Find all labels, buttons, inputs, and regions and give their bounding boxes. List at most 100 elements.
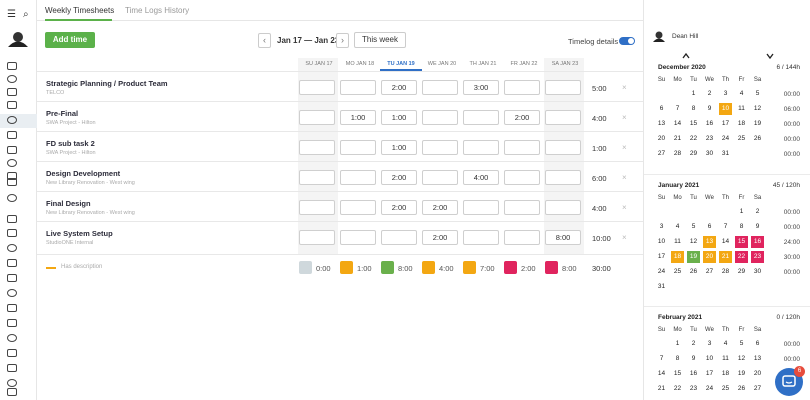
time-entry-input[interactable]	[299, 140, 335, 155]
time-entry-input[interactable]: 2:00	[381, 200, 417, 215]
calendar-day[interactable]: 18	[721, 370, 730, 377]
task-title[interactable]: Strategic Planning / Product Team	[46, 79, 168, 88]
calendar-day[interactable]: 9	[691, 355, 696, 362]
calendar-day[interactable]: 23	[689, 385, 698, 392]
list-icon[interactable]	[7, 178, 17, 186]
table-icon[interactable]	[7, 349, 17, 357]
chevron-down-icon[interactable]	[766, 52, 774, 60]
calendar-day[interactable]: 27	[657, 150, 666, 157]
time-entry-input[interactable]	[463, 200, 499, 215]
calendar-day[interactable]: 5	[755, 90, 760, 97]
calendar-day[interactable]: 10	[719, 103, 732, 115]
time-entry-input[interactable]	[422, 170, 458, 185]
calendar-day[interactable]: 10	[657, 238, 666, 245]
calendar-day[interactable]: 11	[738, 105, 745, 112]
calendar-day[interactable]: 31	[657, 283, 666, 290]
calendar-day[interactable]: 1	[739, 208, 744, 215]
time-entry-input[interactable]: 3:00	[463, 80, 499, 95]
calendar-day[interactable]: 15	[689, 120, 698, 127]
remove-row-icon[interactable]: ×	[622, 173, 627, 182]
calendar-day[interactable]: 14	[721, 238, 730, 245]
calendar-day[interactable]: 4	[723, 340, 728, 347]
calendar-day[interactable]: 8	[675, 355, 680, 362]
calendar-day[interactable]: 16	[751, 236, 764, 248]
time-entry-input[interactable]: 1:00	[340, 110, 376, 125]
calendar-day[interactable]: 15	[735, 236, 748, 248]
calendar-day[interactable]: 8	[739, 223, 744, 230]
task-title[interactable]: Pre-Final	[46, 109, 79, 118]
time-entry-input[interactable]	[299, 230, 335, 245]
remove-row-icon[interactable]: ×	[622, 113, 627, 122]
calendar-day[interactable]: 3	[707, 340, 712, 347]
calendar-icon[interactable]	[7, 334, 17, 342]
calendar-day[interactable]: 19	[687, 251, 700, 263]
hamburger-menu-icon[interactable]: ☰	[7, 9, 16, 20]
grid-icon[interactable]	[7, 379, 17, 387]
time-entry-input[interactable]	[545, 80, 581, 95]
time-entry-input[interactable]: 8:00	[545, 230, 581, 245]
time-entry-input[interactable]: 1:00	[381, 140, 417, 155]
timelog-details-toggle[interactable]	[619, 37, 635, 45]
time-entry-input[interactable]	[545, 110, 581, 125]
dashboard-icon[interactable]	[7, 172, 17, 180]
remove-row-icon[interactable]: ×	[622, 233, 627, 242]
calendar-day[interactable]: 23	[705, 135, 714, 142]
calendar-day[interactable]: 3	[659, 223, 664, 230]
calendar-day[interactable]: 11	[674, 238, 681, 245]
calendar-day[interactable]: 12	[737, 355, 746, 362]
calendar-day[interactable]: 13	[703, 236, 716, 248]
grid-icon[interactable]	[7, 259, 17, 267]
time-entry-input[interactable]	[422, 80, 458, 95]
task-title[interactable]: Final Design	[46, 199, 91, 208]
calendar-day[interactable]: 26	[689, 268, 698, 275]
time-entry-input[interactable]	[381, 230, 417, 245]
time-entry-input[interactable]	[299, 80, 335, 95]
time-entry-input[interactable]	[504, 140, 540, 155]
calendar-day[interactable]: 20	[703, 251, 716, 263]
plus-icon[interactable]	[7, 215, 17, 223]
calendar-day[interactable]: 30	[753, 268, 762, 275]
calendar-day[interactable]: 22	[735, 251, 748, 263]
calendar-day[interactable]: 26	[737, 385, 746, 392]
calendar-day[interactable]: 4	[675, 223, 680, 230]
task-title[interactable]: Design Development	[46, 169, 121, 178]
next-week-button[interactable]: ›	[336, 33, 349, 48]
calendar-day[interactable]: 4	[739, 90, 744, 97]
time-entry-input[interactable]	[422, 140, 458, 155]
calendar-day[interactable]: 23	[751, 251, 764, 263]
time-entry-input[interactable]: 4:00	[463, 170, 499, 185]
calendar-day[interactable]: 13	[657, 120, 666, 127]
task-title[interactable]: FD sub task 2	[46, 139, 95, 148]
calendar-day[interactable]: 6	[707, 223, 712, 230]
calendar-day[interactable]: 9	[755, 223, 760, 230]
time-entry-input[interactable]	[340, 170, 376, 185]
calendar-day[interactable]: 16	[705, 120, 714, 127]
remove-row-icon[interactable]: ×	[622, 83, 627, 92]
bar-chart-icon[interactable]	[7, 159, 17, 167]
calendar-day[interactable]: 28	[721, 268, 730, 275]
time-entry-input[interactable]: 1:00	[381, 110, 417, 125]
time-entry-input[interactable]	[545, 170, 581, 185]
calendar-day[interactable]: 1	[691, 90, 696, 97]
calendar-day[interactable]: 21	[673, 135, 682, 142]
calendar-day[interactable]: 12	[689, 238, 698, 245]
calendar-day[interactable]: 2	[755, 208, 760, 215]
time-entry-input[interactable]	[545, 200, 581, 215]
calendar-day[interactable]: 14	[657, 370, 666, 377]
calendar-day[interactable]: 25	[721, 385, 730, 392]
time-entry-input[interactable]	[504, 80, 540, 95]
calendar-day[interactable]: 20	[657, 135, 666, 142]
calendar-day[interactable]: 15	[673, 370, 682, 377]
time-entry-input[interactable]: 2:00	[504, 110, 540, 125]
hierarchy-icon[interactable]	[7, 364, 17, 372]
calendar-day[interactable]: 7	[675, 105, 680, 112]
time-entry-input[interactable]	[340, 80, 376, 95]
calendar-day[interactable]: 11	[722, 355, 729, 362]
time-entry-input[interactable]	[504, 170, 540, 185]
hierarchy-icon[interactable]	[7, 304, 17, 312]
time-entry-input[interactable]	[299, 170, 335, 185]
calendar-day[interactable]: 20	[753, 370, 762, 377]
calendar-day[interactable]: 29	[689, 150, 698, 157]
time-entry-input[interactable]: 2:00	[422, 200, 458, 215]
remove-row-icon[interactable]: ×	[622, 143, 627, 152]
